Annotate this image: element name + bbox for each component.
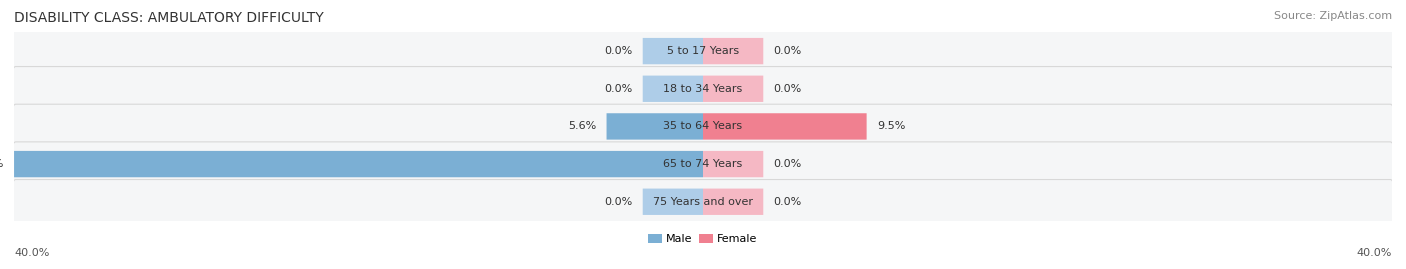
Text: 40.0%: 40.0% <box>1357 248 1392 258</box>
Text: 65 to 74 Years: 65 to 74 Years <box>664 159 742 169</box>
Text: 9.5%: 9.5% <box>877 121 905 132</box>
FancyBboxPatch shape <box>13 66 1393 111</box>
Text: Source: ZipAtlas.com: Source: ZipAtlas.com <box>1274 11 1392 21</box>
FancyBboxPatch shape <box>703 76 763 102</box>
FancyBboxPatch shape <box>703 189 763 215</box>
FancyBboxPatch shape <box>703 113 866 140</box>
FancyBboxPatch shape <box>13 179 1393 224</box>
Text: 0.0%: 0.0% <box>605 84 633 94</box>
FancyBboxPatch shape <box>13 104 1393 149</box>
Text: 35 to 64 Years: 35 to 64 Years <box>664 121 742 132</box>
Text: 18 to 34 Years: 18 to 34 Years <box>664 84 742 94</box>
FancyBboxPatch shape <box>14 151 703 177</box>
Text: 0.0%: 0.0% <box>605 197 633 207</box>
Text: 5 to 17 Years: 5 to 17 Years <box>666 46 740 56</box>
Legend: Male, Female: Male, Female <box>644 229 762 249</box>
Text: 75 Years and over: 75 Years and over <box>652 197 754 207</box>
Text: 0.0%: 0.0% <box>773 46 801 56</box>
Text: 0.0%: 0.0% <box>773 197 801 207</box>
FancyBboxPatch shape <box>703 151 763 177</box>
Text: 0.0%: 0.0% <box>773 84 801 94</box>
FancyBboxPatch shape <box>606 113 703 140</box>
FancyBboxPatch shape <box>13 29 1393 73</box>
Text: 40.0%: 40.0% <box>14 248 49 258</box>
Text: 0.0%: 0.0% <box>773 159 801 169</box>
FancyBboxPatch shape <box>643 76 703 102</box>
Text: 40.0%: 40.0% <box>0 159 4 169</box>
FancyBboxPatch shape <box>643 189 703 215</box>
Text: 5.6%: 5.6% <box>568 121 596 132</box>
FancyBboxPatch shape <box>703 38 763 64</box>
Text: 0.0%: 0.0% <box>605 46 633 56</box>
Text: DISABILITY CLASS: AMBULATORY DIFFICULTY: DISABILITY CLASS: AMBULATORY DIFFICULTY <box>14 11 323 25</box>
FancyBboxPatch shape <box>13 142 1393 186</box>
FancyBboxPatch shape <box>643 38 703 64</box>
